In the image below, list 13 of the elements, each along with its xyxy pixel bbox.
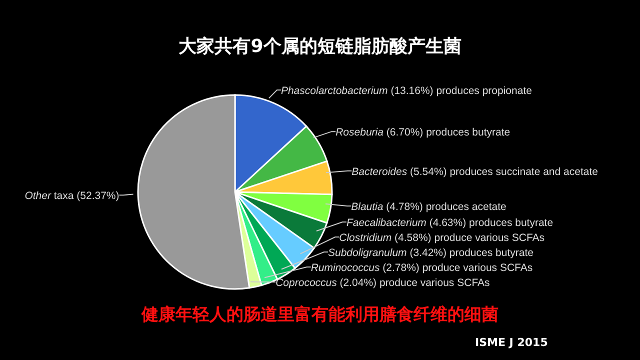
slice-label: Faecalibacterium (4.63%) produces butyrate <box>346 217 554 229</box>
chart-title: 大家共有9个属的短链脂肪酸产生菌 <box>178 35 462 58</box>
slice-label: Bacteroides (5.54%) produces succinate and acetate <box>352 166 598 178</box>
slice-label: Phascolarctobacterium (13.16%) produces propionate <box>280 85 532 97</box>
slice-label: Subdoligranulum (3.42%) produces butyrate <box>328 247 534 259</box>
slice-label: Coprococcus (2.04%) produce various SCFAs <box>276 277 490 289</box>
text: 健康年轻人的肠道里富有能利用膳食纤维的细菌 <box>140 304 500 326</box>
slice-label: Blautia (4.78%) produces acetate <box>351 201 507 214</box>
slice-label: Roseburia (6.70%) produces butyrate <box>336 126 510 139</box>
slice-label: Clostridium (4.58%) produce various SCFAs <box>339 232 545 244</box>
slice-label: Ruminococcus (2.78%) produce various SCFAs <box>310 262 533 274</box>
text: ISME J 2015 <box>475 336 548 349</box>
slice-label: Other taxa (52.37%) <box>24 190 120 202</box>
